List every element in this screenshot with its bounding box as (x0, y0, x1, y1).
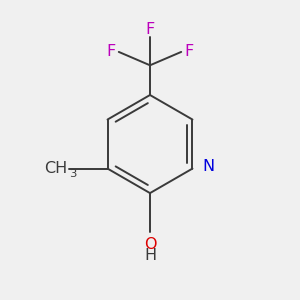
Text: H: H (144, 248, 156, 263)
Text: F: F (107, 44, 116, 59)
Text: 3: 3 (69, 169, 76, 179)
Text: F: F (146, 22, 154, 37)
Text: F: F (184, 44, 193, 59)
Text: O: O (144, 237, 156, 252)
Text: N: N (202, 159, 214, 174)
Text: CH: CH (44, 161, 68, 176)
